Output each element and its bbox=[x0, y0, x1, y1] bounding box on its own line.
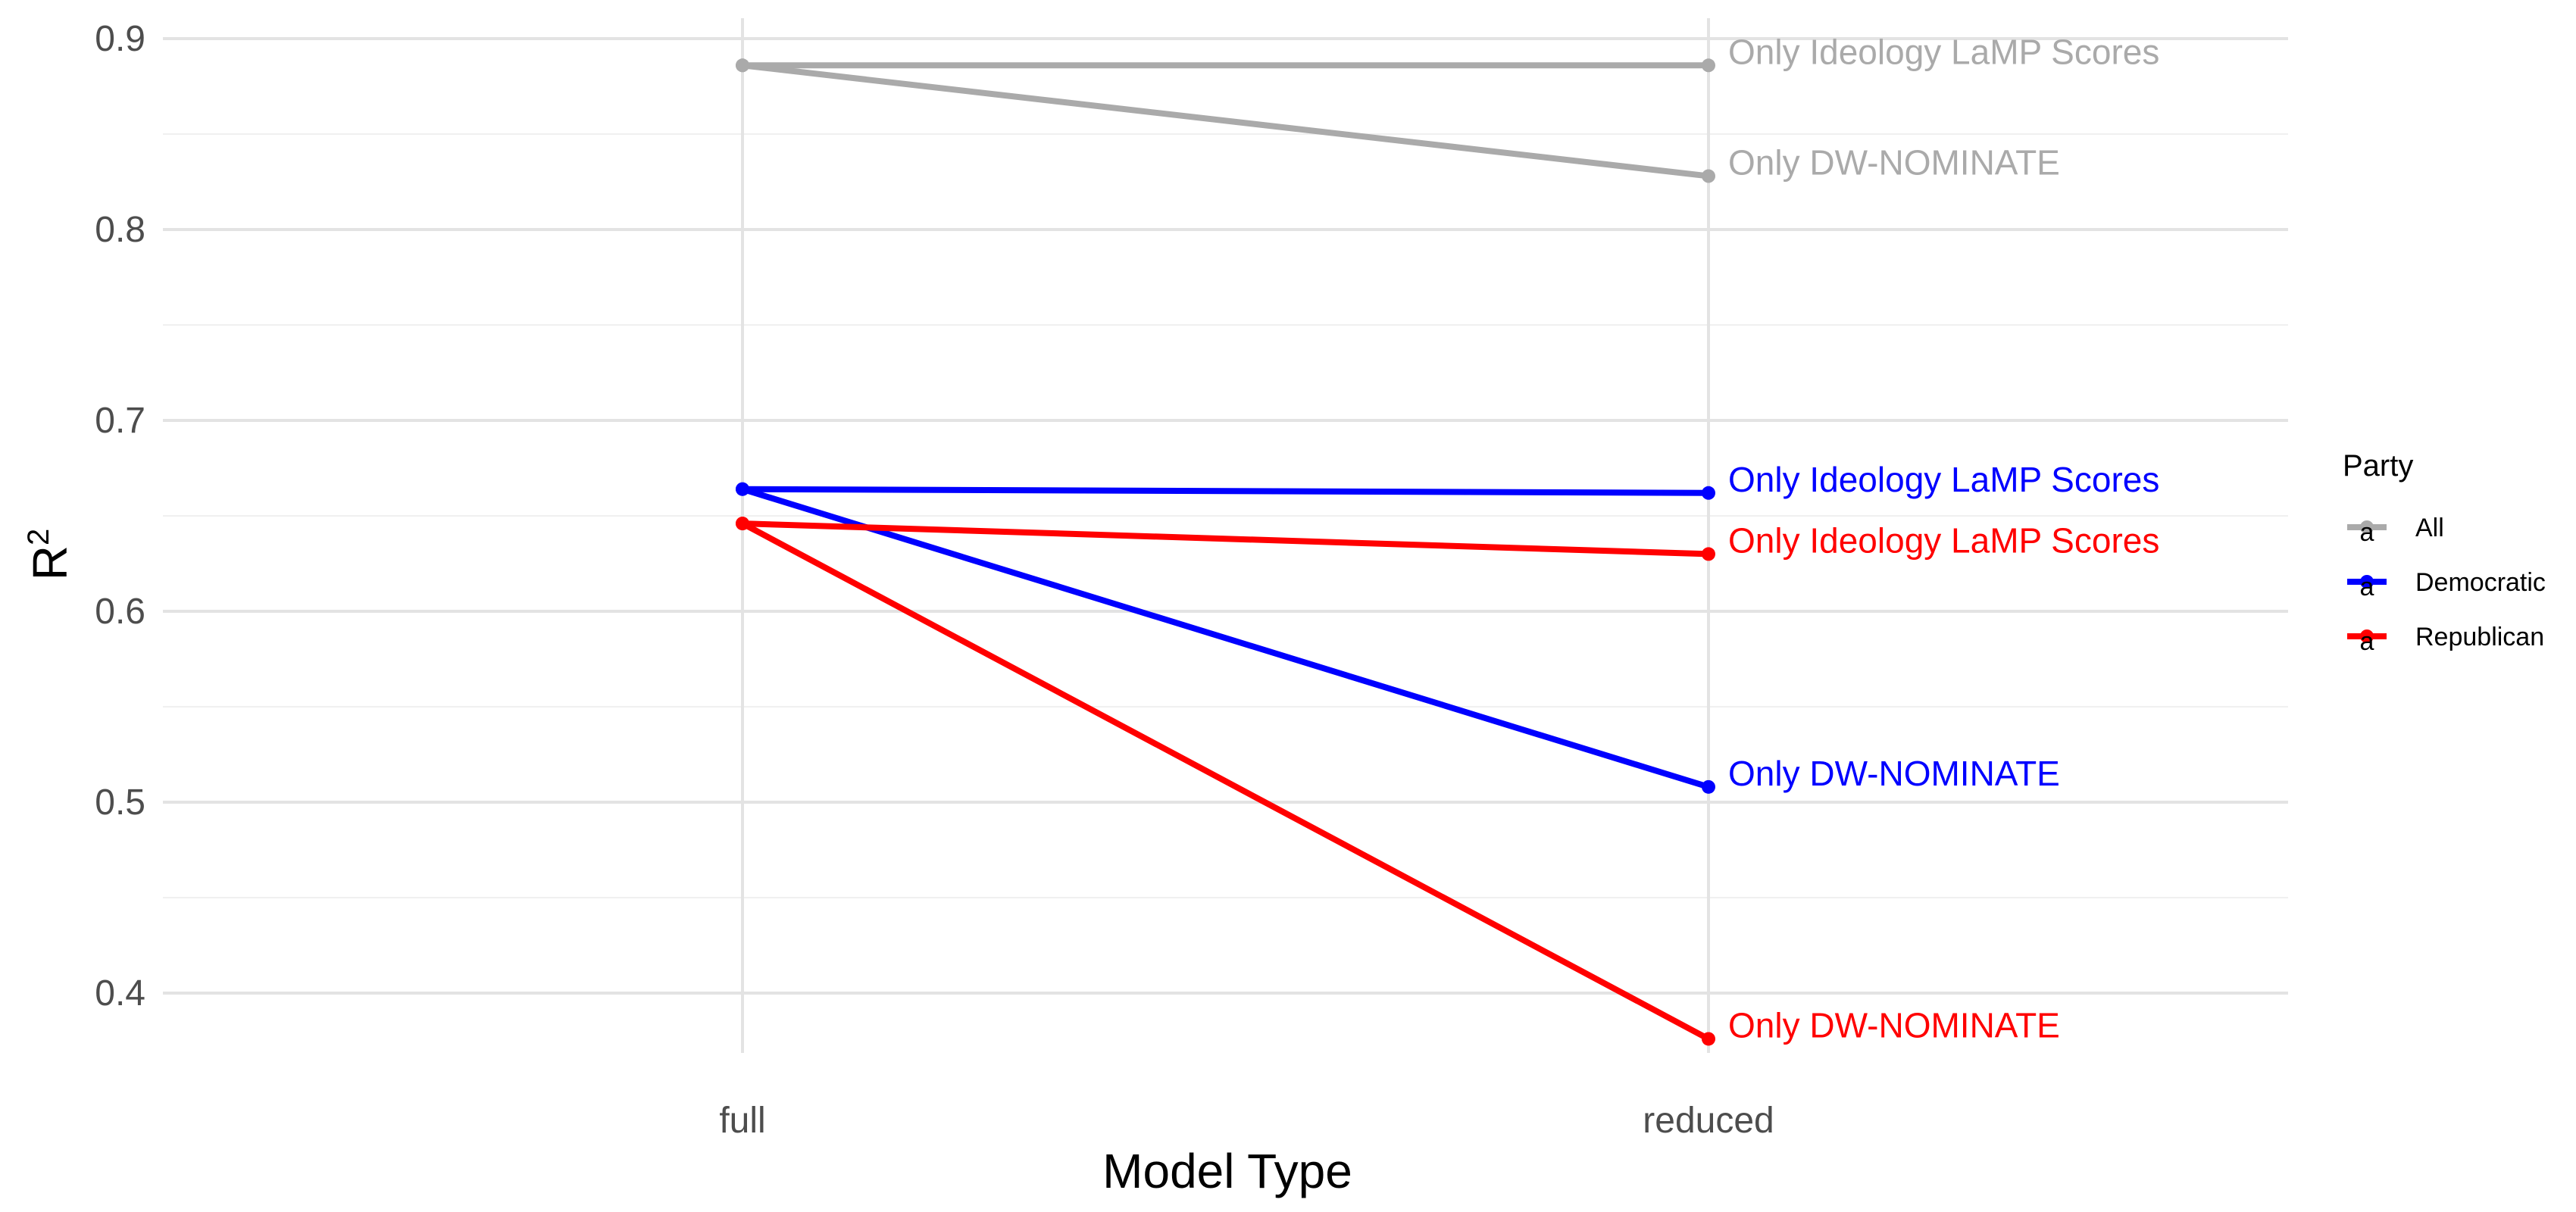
data-points bbox=[736, 58, 1715, 1046]
y-tick-label: 0.4 bbox=[95, 973, 145, 1014]
legend-key-glyph: a bbox=[2360, 518, 2374, 547]
legend-label: Democratic bbox=[2415, 568, 2546, 597]
minor-gridlines bbox=[163, 133, 2288, 898]
legend-key-point bbox=[2360, 575, 2374, 589]
series-end-label: Only DW-NOMINATE bbox=[1728, 754, 2060, 793]
x-tick-label: full bbox=[719, 1101, 765, 1141]
data-point bbox=[1702, 779, 1715, 794]
y-tick-label: 0.6 bbox=[95, 592, 145, 632]
data-point bbox=[1702, 169, 1715, 183]
data-point bbox=[1702, 58, 1715, 73]
y-tick-label: 0.7 bbox=[95, 401, 145, 441]
series-end-label: Only DW-NOMINATE bbox=[1728, 1005, 2060, 1045]
legend-label: All bbox=[2415, 514, 2444, 542]
series-end-label: Only Ideology LaMP Scores bbox=[1728, 520, 2159, 560]
series-line bbox=[739, 520, 1712, 1042]
data-point bbox=[736, 517, 749, 531]
series-lines bbox=[739, 62, 1712, 1042]
major-gridlines bbox=[163, 18, 2288, 1053]
y-axis-tick-labels: 0.4 0.5 0.6 0.7 0.8 0.9 bbox=[95, 19, 145, 1014]
legend-entries: a All a Democratic a Republican bbox=[2347, 514, 2546, 656]
legend-key-glyph: a bbox=[2360, 573, 2374, 601]
legend-key-point bbox=[2360, 520, 2374, 534]
x-tick-label: reduced bbox=[1643, 1101, 1774, 1141]
series-end-label: Only Ideology LaMP Scores bbox=[1728, 32, 2159, 71]
y-tick-label: 0.9 bbox=[95, 19, 145, 59]
y-axis-title-superscript: 2 bbox=[22, 529, 55, 545]
series-line bbox=[739, 486, 1712, 496]
series-end-label: Only DW-NOMINATE bbox=[1728, 142, 2060, 182]
series-line bbox=[739, 486, 1712, 790]
legend-key-point bbox=[2360, 629, 2374, 643]
legend-key-glyph: a bbox=[2360, 627, 2374, 656]
data-point bbox=[1702, 1032, 1715, 1046]
y-tick-label: 0.8 bbox=[95, 210, 145, 250]
y-tick-label: 0.5 bbox=[95, 782, 145, 823]
legend-label: Republican bbox=[2415, 623, 2544, 651]
data-point bbox=[736, 58, 749, 73]
series-line bbox=[739, 520, 1712, 558]
legend-title: Party bbox=[2343, 449, 2413, 483]
y-axis-title: R2 bbox=[22, 529, 77, 580]
y-axis-title-base: R bbox=[23, 545, 77, 580]
x-axis-tick-labels: full reduced bbox=[719, 1101, 1774, 1141]
x-axis-title: Model Type bbox=[1102, 1144, 1352, 1198]
data-point bbox=[1702, 486, 1715, 500]
data-point bbox=[736, 482, 749, 496]
legend: Party a All a Democratic a Republican bbox=[2343, 449, 2546, 656]
series-end-label: Only Ideology LaMP Scores bbox=[1728, 460, 2159, 499]
series-line bbox=[739, 62, 1712, 180]
data-point bbox=[1702, 547, 1715, 561]
line-end-labels: Only Ideology LaMP Scores Only DW-NOMINAT… bbox=[1728, 32, 2159, 1045]
